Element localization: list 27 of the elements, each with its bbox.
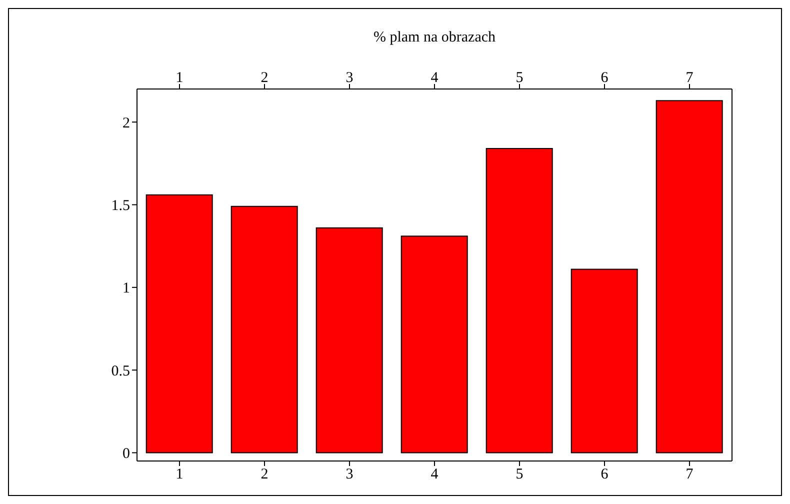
bar bbox=[656, 100, 723, 454]
category-label: 6 bbox=[600, 466, 608, 483]
x-tick-label: 1 bbox=[176, 70, 184, 86]
y-tick-label: 1.5 bbox=[111, 198, 130, 214]
y-tick-label: 2 bbox=[122, 115, 130, 132]
bar bbox=[230, 206, 298, 454]
x2-axis-title: % plam na obrazach bbox=[373, 30, 496, 46]
y-tick-label: 0 bbox=[122, 446, 130, 462]
bar bbox=[316, 227, 383, 454]
category-label: 5 bbox=[516, 466, 524, 483]
category-label: 1 bbox=[176, 466, 184, 483]
category-label: 2 bbox=[260, 466, 268, 483]
x-tick-label: 2 bbox=[260, 70, 268, 86]
bar bbox=[146, 194, 213, 454]
bar bbox=[400, 236, 468, 454]
x-tick-label: 7 bbox=[686, 70, 694, 86]
category-label: 3 bbox=[346, 466, 354, 483]
x-tick-label: 3 bbox=[346, 70, 354, 86]
x-tick-label: 5 bbox=[516, 70, 524, 86]
x-tick-label: 4 bbox=[430, 70, 439, 86]
category-label: 7 bbox=[686, 466, 694, 483]
y-tick-label: 0.5 bbox=[111, 363, 130, 380]
x-tick-label: 6 bbox=[600, 70, 609, 86]
y-tick-label: 1 bbox=[122, 280, 130, 297]
category-label: 4 bbox=[430, 466, 438, 483]
bar bbox=[486, 148, 553, 454]
bar bbox=[570, 268, 638, 454]
